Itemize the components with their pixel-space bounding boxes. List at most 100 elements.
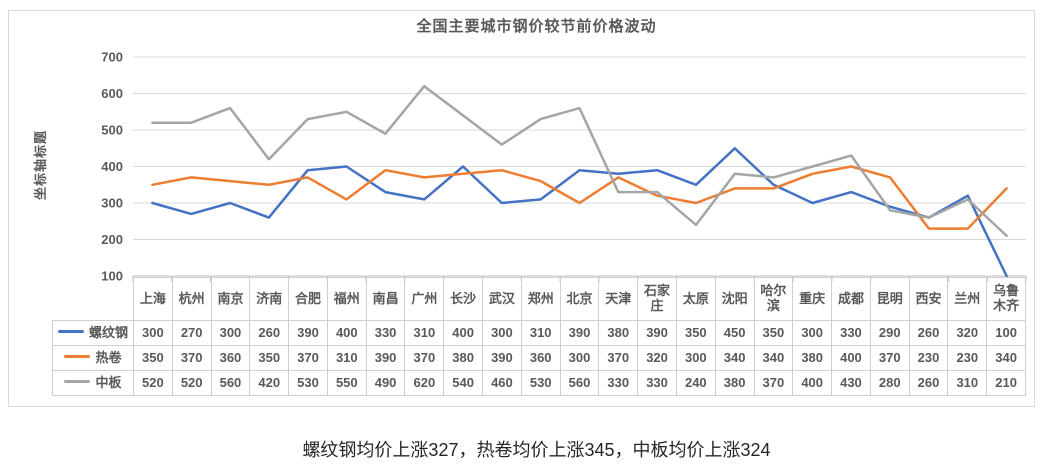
value-cell: 330 — [598, 370, 639, 396]
value-cell: 560 — [559, 370, 600, 396]
legend-label: 热卷 — [95, 349, 122, 365]
value-cell: 300 — [210, 320, 251, 346]
city-header-cell: 乌鲁木齐 — [986, 277, 1026, 321]
value-cell: 520 — [171, 370, 212, 396]
value-cell: 310 — [520, 320, 561, 346]
value-cell: 490 — [365, 370, 406, 396]
value-cell: 260 — [249, 320, 290, 346]
value-cell: 210 — [986, 370, 1026, 396]
city-header-cell: 济南 — [249, 277, 290, 321]
value-cell: 300 — [792, 320, 833, 346]
city-header-cell: 福州 — [326, 277, 367, 321]
value-cell: 260 — [908, 370, 949, 396]
city-header-cell: 太原 — [675, 277, 716, 321]
value-cell: 520 — [133, 370, 173, 396]
value-cell: 100 — [986, 320, 1026, 346]
value-cell: 360 — [210, 345, 251, 371]
city-header-cell: 郑州 — [520, 277, 561, 321]
chart-title: 全国主要城市钢价较节前价格波动 — [416, 18, 657, 35]
value-cell: 390 — [637, 320, 677, 346]
y-tick-label: 500 — [101, 123, 123, 138]
value-cell: 370 — [171, 345, 212, 371]
city-header-cell: 南京 — [210, 277, 251, 321]
city-header-cell: 石家庄 — [637, 277, 677, 321]
city-header-cell: 长沙 — [443, 277, 484, 321]
value-cell: 340 — [714, 345, 755, 371]
value-cell: 300 — [675, 345, 716, 371]
city-header-cell: 西安 — [908, 277, 949, 321]
city-header-cell: 沈阳 — [714, 277, 755, 321]
value-cell: 300 — [482, 320, 522, 346]
y-tick-label: 300 — [101, 196, 123, 211]
legend-line-icon — [57, 330, 84, 334]
value-cell: 370 — [753, 370, 794, 396]
chart-frame: 全国主要城市钢价较节前价格波动 坐标轴标题 700 600 500 400 300 200… — [8, 10, 1035, 407]
value-cell: 310 — [326, 345, 367, 371]
value-cell: 320 — [947, 320, 988, 346]
chart-data-table: 上海 杭州 南京 济南 合肥 福州 南昌 广州 长沙 武汉 郑州 北京 天津 石家庄 太原 沈阳 哈尔滨 重庆 成都… — [52, 277, 1026, 396]
value-cell: 330 — [637, 370, 677, 396]
city-header-cell: 武汉 — [482, 277, 522, 321]
value-cell: 230 — [947, 345, 988, 371]
city-header-cell: 天津 — [598, 277, 639, 321]
value-cell: 450 — [714, 320, 755, 346]
series-row-1: 热卷 350 370 360 350 370 310 390 370 380 390 360 300 37… — [52, 345, 1026, 371]
value-cell: 300 — [559, 345, 600, 371]
value-cell: 340 — [986, 345, 1026, 371]
value-cell: 350 — [249, 345, 290, 371]
table-corner-cell — [53, 278, 134, 321]
value-cell: 380 — [792, 345, 833, 371]
value-cell: 370 — [869, 345, 910, 371]
city-header-cell: 南昌 — [365, 277, 406, 321]
value-cell: 350 — [675, 320, 716, 346]
series-line-1 — [151, 165, 1008, 230]
value-cell: 560 — [210, 370, 251, 396]
value-cell: 230 — [908, 345, 949, 371]
value-cell: 390 — [288, 320, 328, 346]
city-header-cell: 哈尔滨 — [753, 277, 794, 321]
value-cell: 390 — [482, 345, 522, 371]
city-header-cell: 昆明 — [869, 277, 910, 321]
value-cell: 370 — [404, 345, 445, 371]
value-cell: 400 — [326, 320, 367, 346]
city-header-cell: 合肥 — [288, 277, 328, 321]
value-cell: 300 — [133, 320, 173, 346]
series-row-0: 螺纹钢 300 270 300 260 390 400 330 310 400 300 310 390 3… — [52, 320, 1026, 346]
value-cell: 390 — [559, 320, 600, 346]
value-cell: 460 — [482, 370, 522, 396]
city-header-cell: 杭州 — [171, 277, 212, 321]
value-cell: 550 — [326, 370, 367, 396]
value-cell: 400 — [831, 345, 871, 371]
value-cell: 260 — [908, 320, 949, 346]
city-header-cell: 上海 — [133, 277, 173, 321]
series-row-2: 中板 520 520 560 420 530 550 490 620 540 460 530 560 33… — [52, 370, 1026, 396]
value-cell: 340 — [753, 345, 794, 371]
value-cell: 620 — [404, 370, 445, 396]
series-line-2 — [151, 84, 1008, 238]
value-cell: 270 — [171, 320, 212, 346]
series-line-0 — [151, 147, 1008, 278]
value-cell: 540 — [443, 370, 484, 396]
city-header-cell: 重庆 — [792, 277, 833, 321]
value-cell: 400 — [443, 320, 484, 346]
y-tick-label: 400 — [101, 159, 123, 174]
value-cell: 420 — [249, 370, 290, 396]
y-tick-label: 600 — [101, 86, 123, 101]
value-cell: 530 — [520, 370, 561, 396]
city-header-cell: 成都 — [831, 277, 871, 321]
legend-line-icon — [64, 380, 91, 384]
value-cell: 320 — [637, 345, 677, 371]
city-header-cell: 兰州 — [947, 277, 988, 321]
value-cell: 350 — [753, 320, 794, 346]
legend-line-icon — [64, 355, 91, 359]
legend-cell: 螺纹钢 — [52, 320, 134, 346]
legend-label: 螺纹钢 — [88, 324, 128, 340]
value-cell: 390 — [365, 345, 406, 371]
value-cell: 380 — [598, 320, 639, 346]
value-cell: 280 — [869, 370, 910, 396]
value-cell: 530 — [288, 370, 328, 396]
legend-cell: 热卷 — [52, 345, 134, 371]
value-cell: 240 — [675, 370, 716, 396]
value-cell: 330 — [365, 320, 406, 346]
value-cell: 400 — [792, 370, 833, 396]
